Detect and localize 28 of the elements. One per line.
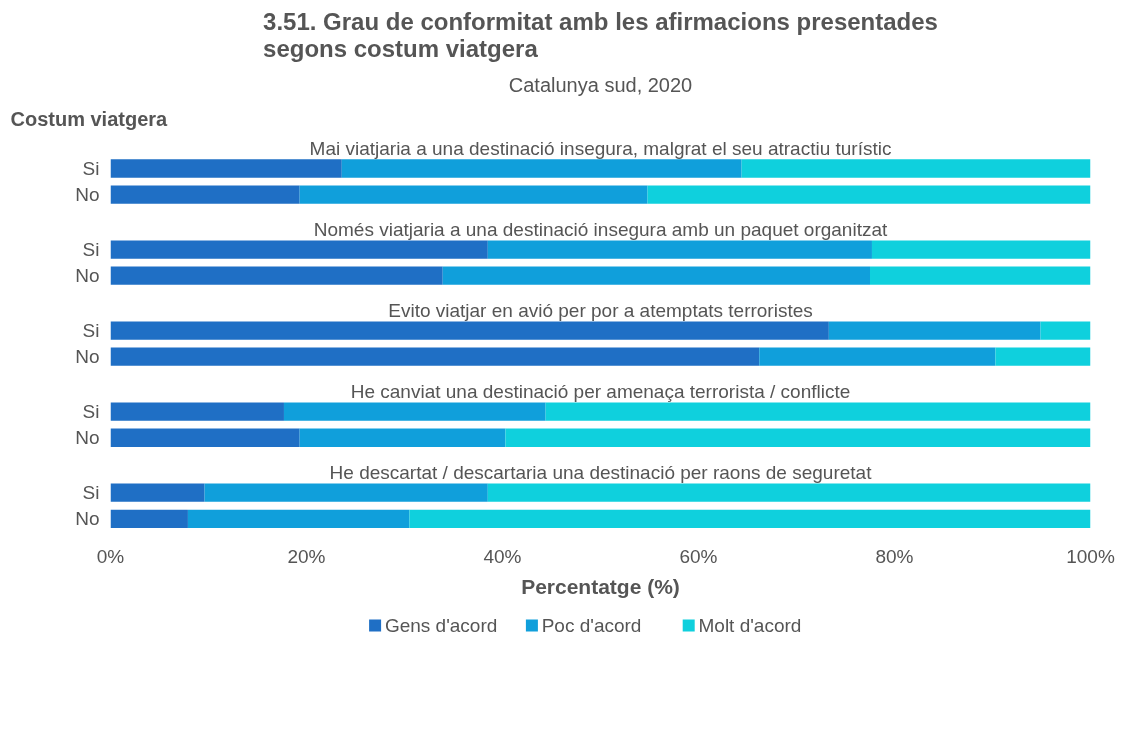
annotation: He descartat / descartaria una destinació per raons de seguretat [329, 461, 873, 483]
y-tick-label: Si [82, 482, 100, 504]
y-tick-label: No [75, 508, 100, 530]
y-tick-label: No [75, 346, 100, 368]
y-tick-label: Si [82, 157, 100, 179]
y-tick-label: Si [82, 239, 100, 261]
y-tick-label: Si [82, 401, 100, 423]
annotation: He canviat una destinació per amenaça terrorista / conflicte [350, 380, 851, 402]
chart-subtitle: Catalunya sud, 2020 [508, 73, 693, 96]
x-axis-title: Percentatge (%) [521, 574, 680, 598]
chart-title: 3.51. Grau de conformitat amb les afirmacions presentades segons costum viatgera [263, 7, 938, 62]
y-tick-label: No [75, 265, 100, 287]
x-tick-label: 0% [96, 545, 125, 567]
y-axis-title: Costum viatgera [10, 107, 169, 130]
x-tick-label: 80% [875, 545, 914, 567]
x-tick-label: 20% [287, 545, 326, 567]
x-tick-label: 60% [679, 545, 718, 567]
annotation: Només viatjaria a una destinació insegura amb un paquet organitzat [313, 218, 888, 240]
legend-label: Poc d'acord [541, 615, 642, 636]
legend-label: Gens d'acord [384, 615, 498, 636]
annotation: Mai viatjaria a una destinació insegura, malgrat el seu atractiu turístic [309, 137, 892, 159]
y-tick-label: Si [82, 320, 100, 342]
y-tick-label: No [75, 427, 100, 449]
annotation: Evito viatjar en avió per por a atemptats terroristes [388, 299, 813, 321]
x-tick-label: 100% [1066, 545, 1115, 567]
y-tick-label: No [75, 184, 100, 206]
x-tick-label: 40% [483, 545, 522, 567]
legend-label: Molt d'acord [698, 615, 802, 636]
